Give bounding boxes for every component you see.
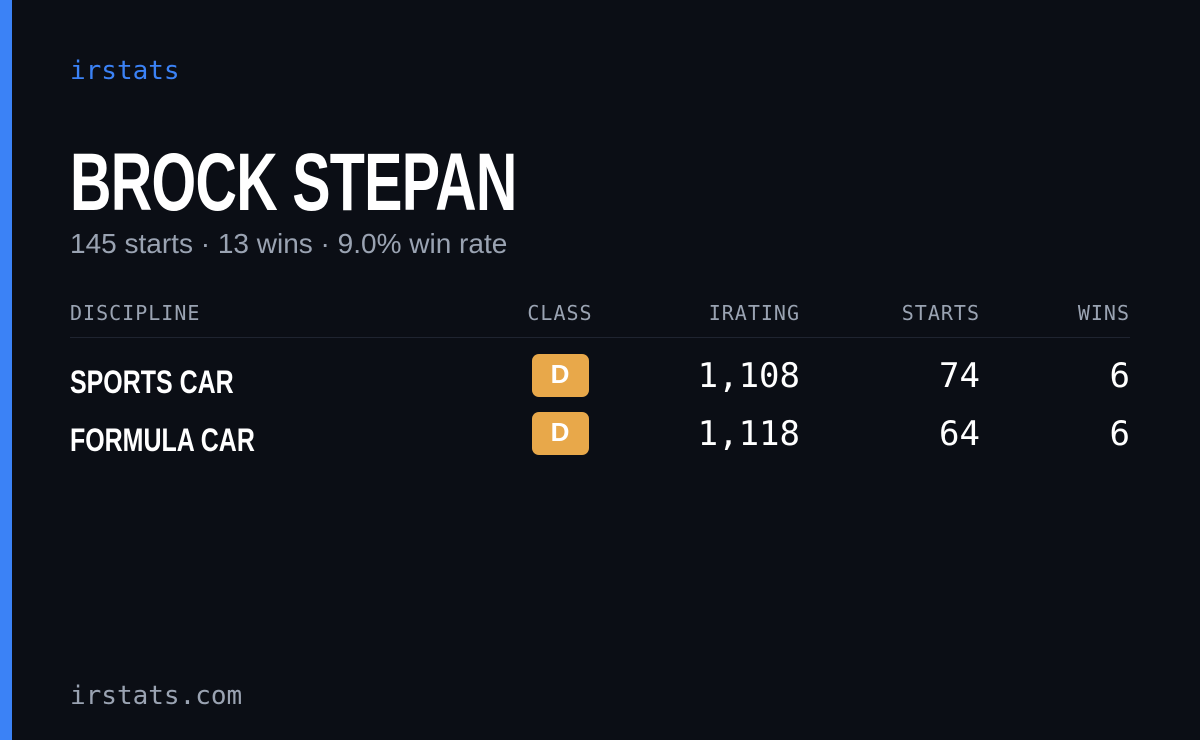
class-badge: D xyxy=(531,354,589,397)
header-rule xyxy=(70,337,1130,338)
column-header: IRATING xyxy=(708,301,800,325)
footer: irstats.com xyxy=(70,681,243,711)
class-badge: D xyxy=(531,412,589,455)
driver-name: BROCK STEPAN xyxy=(70,137,517,228)
stat-value: 6 xyxy=(1109,414,1130,454)
driver-summary: 145 starts · 13 wins · 9.0% win rate xyxy=(70,228,508,259)
discipline: SPORTS CAR xyxy=(70,364,234,400)
accent-stripe xyxy=(0,0,12,740)
stat-value: 1,108 xyxy=(697,356,800,396)
column-header: STARTS xyxy=(901,301,980,325)
stat-value: 64 xyxy=(939,414,980,454)
stat-value: 6 xyxy=(1109,356,1130,396)
column-header: WINS xyxy=(1077,301,1130,325)
brand: irstats xyxy=(70,56,180,86)
stat-value: 1,118 xyxy=(697,414,800,454)
stat-value: 74 xyxy=(939,356,980,396)
column-header: DISCIPLINE xyxy=(70,301,201,325)
column-header: CLASS xyxy=(527,301,593,325)
discipline: FORMULA CAR xyxy=(70,422,255,458)
